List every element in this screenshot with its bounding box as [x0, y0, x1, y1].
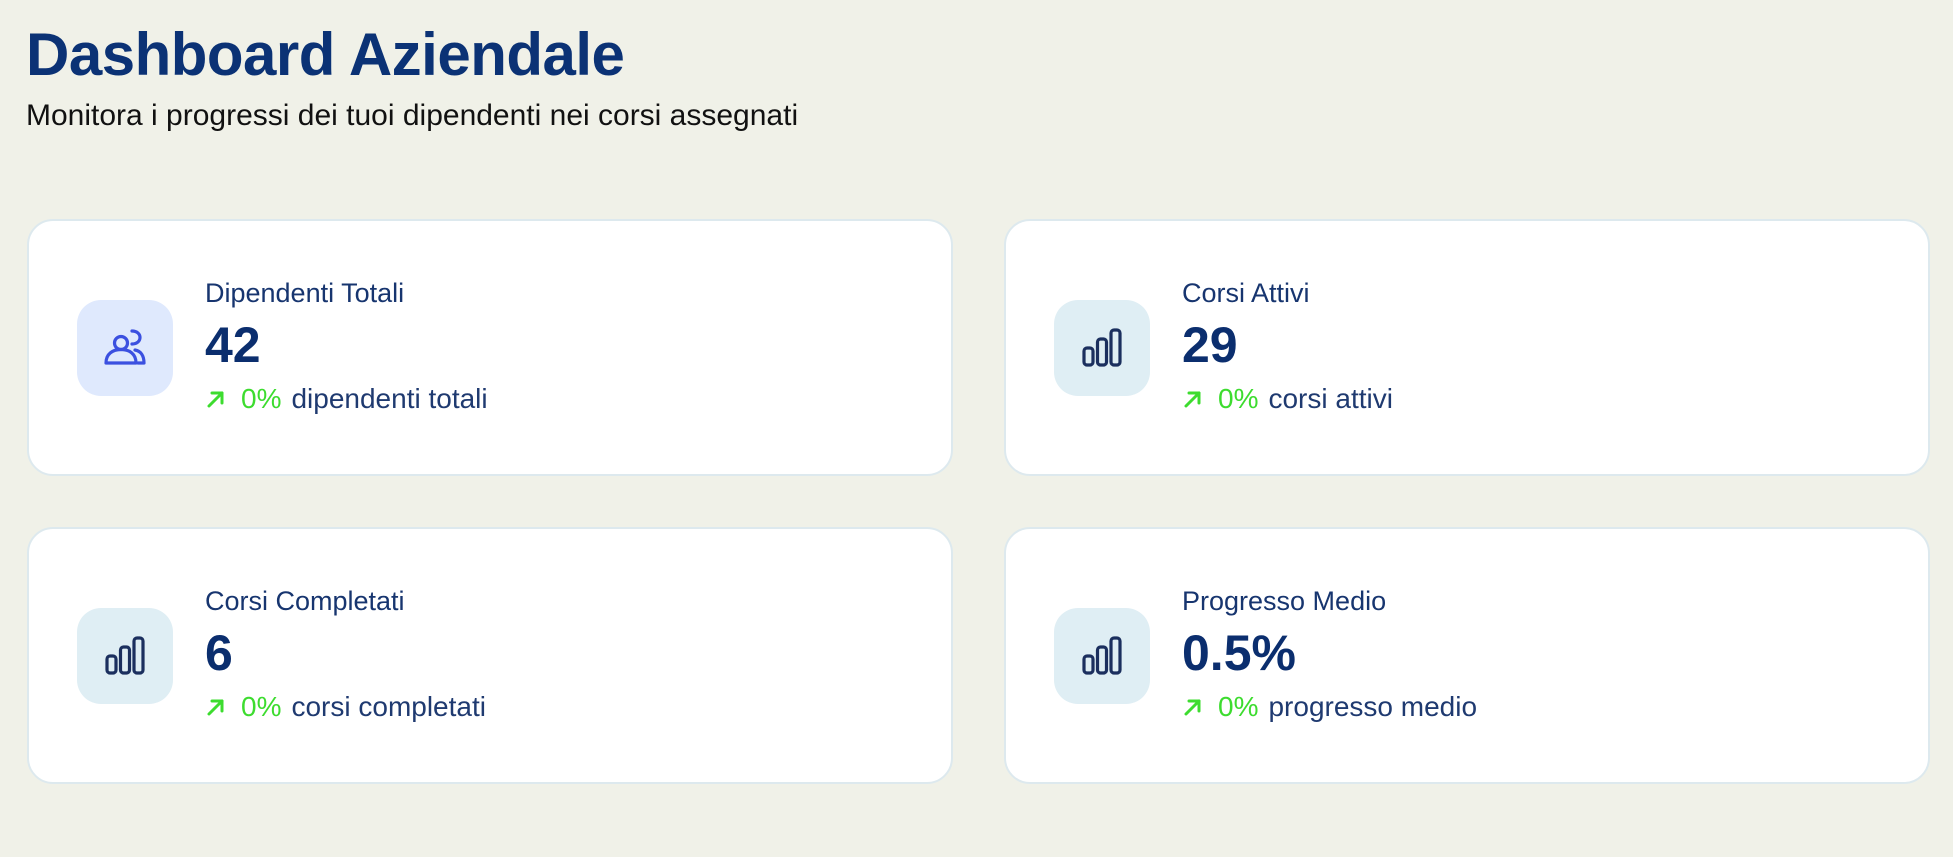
bar-chart-icon	[1082, 327, 1122, 367]
stat-trend: 0% dipendenti totali	[205, 383, 488, 415]
stat-icon-tile	[77, 607, 173, 704]
arrow-up-right-icon	[1184, 391, 1201, 407]
trend-description: corsi completati	[291, 690, 486, 722]
stat-label: Corsi Completati	[205, 585, 405, 616]
stat-label: Corsi Attivi	[1182, 277, 1310, 308]
trend-description: progresso medio	[1268, 690, 1478, 722]
page-title: Dashboard Aziendale	[26, 21, 625, 88]
stat-card-average-progress: Progresso Medio 0.5% 0% progresso medio	[1004, 527, 1930, 784]
stat-label: Dipendenti Totali	[205, 277, 405, 308]
trend-percentage: 0%	[241, 382, 282, 414]
stats-grid: Dipendenti Totali 42 0% dipendenti total…	[27, 219, 1930, 784]
bar-chart-icon	[1082, 635, 1122, 675]
stat-icon-tile	[77, 299, 173, 396]
arrow-up-right-icon	[1184, 699, 1201, 715]
stat-value: 6	[205, 624, 233, 681]
stat-icon-tile	[1054, 299, 1150, 396]
stat-card-body: Dipendenti Totali 42 0% dipendenti total…	[205, 278, 488, 415]
page-subtitle: Monitora i progressi dei tuoi dipendenti…	[26, 99, 799, 132]
stat-card-completed-courses: Corsi Completati 6 0% corsi completati	[27, 527, 953, 784]
stat-icon-tile	[1054, 607, 1150, 704]
stat-trend: 0% corsi completati	[205, 691, 486, 723]
stat-value: 29	[1182, 316, 1238, 373]
trend-percentage: 0%	[241, 690, 282, 722]
stat-card-total-employees: Dipendenti Totali 42 0% dipendenti total…	[27, 219, 953, 476]
trend-description: corsi attivi	[1268, 382, 1393, 414]
stat-value: 42	[205, 316, 261, 373]
arrow-up-right-icon	[207, 391, 224, 407]
stat-trend: 0% corsi attivi	[1182, 383, 1393, 415]
stat-label: Progresso Medio	[1182, 585, 1387, 616]
trend-percentage: 0%	[1218, 382, 1259, 414]
stat-card-body: Corsi Completati 6 0% corsi completati	[205, 586, 486, 723]
trend-percentage: 0%	[1218, 690, 1259, 722]
stat-card-body: Progresso Medio 0.5% 0% progresso medio	[1182, 586, 1477, 723]
arrow-up-right-icon	[207, 699, 224, 715]
bar-chart-icon	[105, 635, 145, 675]
stat-trend: 0% progresso medio	[1182, 691, 1477, 723]
trend-description: dipendenti totali	[291, 382, 488, 414]
users-icon	[104, 328, 146, 365]
stat-card-body: Corsi Attivi 29 0% corsi attivi	[1182, 278, 1393, 415]
stat-value: 0.5%	[1182, 624, 1296, 681]
stat-card-active-courses: Corsi Attivi 29 0% corsi attivi	[1004, 219, 1930, 476]
